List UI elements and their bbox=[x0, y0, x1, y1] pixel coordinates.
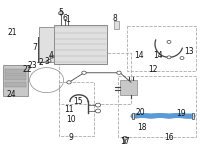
Bar bbox=[5, 69, 26, 74]
Text: 8: 8 bbox=[113, 14, 117, 23]
Bar bbox=[59, 53, 131, 104]
Bar bbox=[54, 25, 107, 64]
Bar bbox=[120, 80, 137, 95]
Text: 3: 3 bbox=[45, 56, 49, 66]
Text: 23: 23 bbox=[27, 61, 37, 70]
Text: 12: 12 bbox=[148, 65, 158, 74]
Circle shape bbox=[67, 81, 71, 84]
Text: 7: 7 bbox=[33, 42, 37, 52]
Text: 20: 20 bbox=[135, 108, 145, 117]
Text: 6: 6 bbox=[63, 14, 67, 23]
Bar bbox=[127, 26, 196, 71]
Bar bbox=[39, 27, 54, 62]
Text: 19: 19 bbox=[176, 109, 186, 118]
Text: 9: 9 bbox=[68, 133, 73, 142]
Bar bbox=[5, 75, 26, 80]
Bar bbox=[59, 82, 94, 136]
Circle shape bbox=[117, 71, 121, 74]
Text: 22: 22 bbox=[22, 65, 32, 74]
Circle shape bbox=[50, 55, 54, 58]
Circle shape bbox=[167, 40, 171, 43]
Text: 24: 24 bbox=[6, 90, 16, 99]
Circle shape bbox=[82, 71, 86, 74]
Text: 15: 15 bbox=[73, 97, 83, 106]
Text: 5: 5 bbox=[59, 8, 63, 17]
Text: 17: 17 bbox=[120, 137, 130, 146]
Text: 14: 14 bbox=[153, 51, 163, 60]
Circle shape bbox=[180, 57, 184, 60]
Bar bbox=[3, 65, 28, 96]
Text: 14: 14 bbox=[134, 51, 144, 60]
Bar bbox=[192, 113, 194, 119]
Text: 1: 1 bbox=[66, 15, 70, 24]
Circle shape bbox=[123, 136, 127, 140]
Bar bbox=[118, 76, 196, 137]
Text: 16: 16 bbox=[164, 133, 174, 142]
Text: 18: 18 bbox=[137, 123, 147, 132]
Circle shape bbox=[47, 60, 51, 62]
Text: 2: 2 bbox=[39, 58, 43, 67]
Circle shape bbox=[167, 56, 171, 59]
Bar bbox=[132, 113, 134, 119]
Text: 21: 21 bbox=[7, 28, 17, 37]
Bar bbox=[5, 82, 26, 87]
Text: 13: 13 bbox=[184, 47, 194, 56]
Circle shape bbox=[59, 11, 63, 15]
Text: 4: 4 bbox=[49, 51, 53, 60]
Circle shape bbox=[95, 103, 101, 107]
Text: 11: 11 bbox=[64, 105, 74, 114]
Circle shape bbox=[95, 109, 101, 113]
Bar bbox=[114, 21, 119, 29]
Text: 10: 10 bbox=[66, 115, 75, 124]
